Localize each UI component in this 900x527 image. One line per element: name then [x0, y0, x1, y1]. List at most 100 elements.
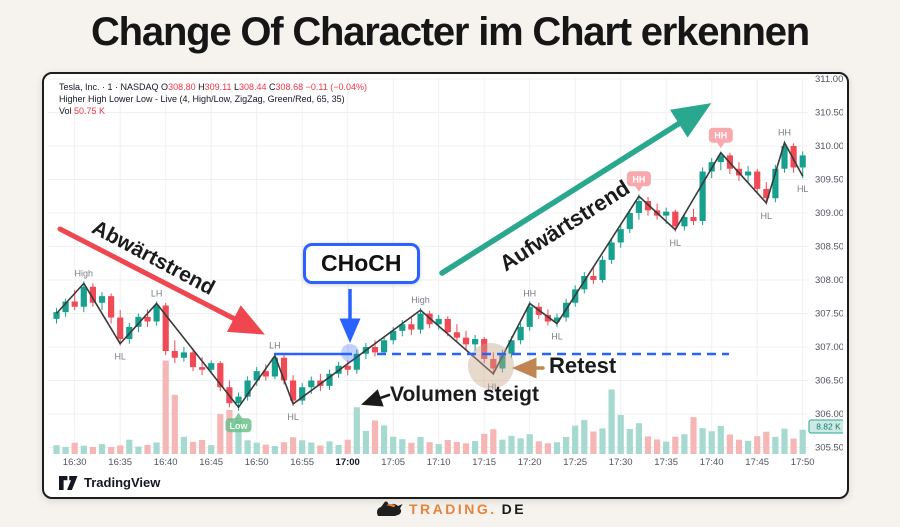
pivot-label: HL — [670, 238, 682, 248]
volume-bar — [381, 425, 388, 454]
time-tick-label: 17:40 — [700, 457, 724, 468]
candle-body — [371, 347, 379, 353]
volume-bar — [517, 438, 524, 454]
volume-bar — [390, 436, 397, 454]
volume-row: Vol 50.75 K — [59, 105, 367, 117]
volume-bar — [426, 442, 433, 454]
candle-body — [745, 171, 752, 176]
candle-body — [626, 213, 633, 230]
candle-body — [308, 380, 315, 388]
candle-body — [399, 324, 406, 331]
volume-bar — [271, 446, 278, 454]
high-value: 309.11 — [204, 82, 232, 92]
price-tick-label: 308.50 — [815, 242, 843, 253]
close-label: C — [269, 82, 276, 92]
retest-label: Retest — [549, 353, 617, 378]
volume-bar — [599, 428, 606, 454]
volume-bar — [53, 445, 60, 454]
change-value: −0.11 (−0.04%) — [305, 82, 367, 92]
pivot-label: HL — [114, 352, 126, 362]
volume-bar — [526, 434, 533, 454]
volume-bar — [371, 420, 379, 454]
time-tick-label: 16:40 — [154, 457, 178, 468]
candle-body — [144, 316, 151, 322]
volume-bar — [453, 441, 460, 454]
volume-bar — [235, 419, 242, 454]
pivot-label: HH — [778, 128, 791, 138]
time-axis: 16:30 16:35 16:40 16:45 16:50 16:55 17:00 17:05… — [63, 457, 815, 468]
volume-bar — [754, 436, 761, 454]
pivot-label: LH — [269, 341, 281, 351]
pivot-badge-label: HH — [714, 131, 727, 141]
candle-body — [290, 380, 297, 401]
time-tick-label: 16:45 — [199, 457, 223, 468]
tradingview-logo-icon — [59, 475, 78, 490]
volume-bar — [462, 443, 470, 454]
volume-bar — [626, 428, 633, 454]
candle-body — [499, 353, 506, 369]
candle-body — [599, 259, 606, 280]
candle-body — [408, 324, 415, 330]
time-tick-label: 17:50 — [791, 457, 815, 468]
candle-body — [690, 217, 697, 222]
volume-bar — [435, 444, 442, 454]
low-label: L — [233, 82, 239, 92]
candle-body — [526, 306, 533, 327]
pivot-badge-label: HH — [632, 174, 645, 184]
pivot-label: HL — [797, 184, 809, 194]
volume-bar — [490, 429, 497, 454]
close-value: 308.68 — [275, 82, 304, 92]
candle-body — [754, 171, 761, 189]
volume-bar — [126, 439, 133, 454]
high-label: H — [198, 82, 205, 92]
candle-body — [462, 337, 470, 345]
volume-bar — [62, 446, 69, 454]
time-tick-label: 17:45 — [745, 457, 769, 468]
volume-bar — [299, 440, 306, 454]
volume-bar — [408, 442, 415, 454]
volume-bar — [217, 414, 224, 454]
candle-body — [117, 317, 124, 339]
pivot-badge-pointer — [716, 142, 725, 149]
volume-bar — [280, 442, 288, 454]
candle-body — [80, 286, 87, 307]
volume-bar — [745, 440, 752, 454]
candle-body — [635, 200, 642, 213]
choch-callout-box: CHoCH — [303, 243, 420, 284]
volume-bar — [417, 436, 424, 454]
candle-body — [262, 371, 269, 377]
volume-bar — [581, 419, 588, 454]
candle-body — [417, 313, 424, 330]
time-tick-label: 17:00 — [336, 457, 360, 468]
candle-body — [208, 363, 215, 370]
candle-body — [344, 365, 351, 370]
volume-bar — [262, 444, 269, 454]
time-tick-label: 16:55 — [290, 457, 314, 468]
volume-bar — [508, 435, 515, 454]
price-tick-label: 308.00 — [815, 275, 843, 286]
candle-body — [381, 340, 388, 353]
candle-body — [98, 296, 106, 303]
volume-bar — [317, 445, 324, 454]
price-tick-label: 305.50 — [815, 443, 843, 454]
volume-bar — [672, 436, 679, 454]
price-tick-label: 306.50 — [815, 376, 843, 387]
volume-bar — [681, 434, 688, 454]
open-value: 308.80 — [168, 82, 196, 92]
time-tick-label: 17:05 — [381, 457, 405, 468]
pivot-label: High — [411, 295, 430, 305]
volume-bar — [735, 439, 743, 454]
time-tick-label: 17:20 — [518, 457, 542, 468]
time-tick-label: 16:50 — [245, 457, 269, 468]
volume-bar — [117, 445, 124, 454]
vol-value: 50.75 K — [74, 106, 106, 116]
volume-bar — [171, 394, 178, 454]
vol-label: Vol — [59, 106, 72, 116]
volume-bar — [708, 431, 715, 454]
candle-body — [453, 332, 460, 338]
volume-bar — [790, 438, 797, 454]
tradingview-label: TradingView — [84, 475, 161, 490]
tradingview-attribution: TradingView — [59, 475, 160, 490]
candle-body — [271, 357, 278, 377]
